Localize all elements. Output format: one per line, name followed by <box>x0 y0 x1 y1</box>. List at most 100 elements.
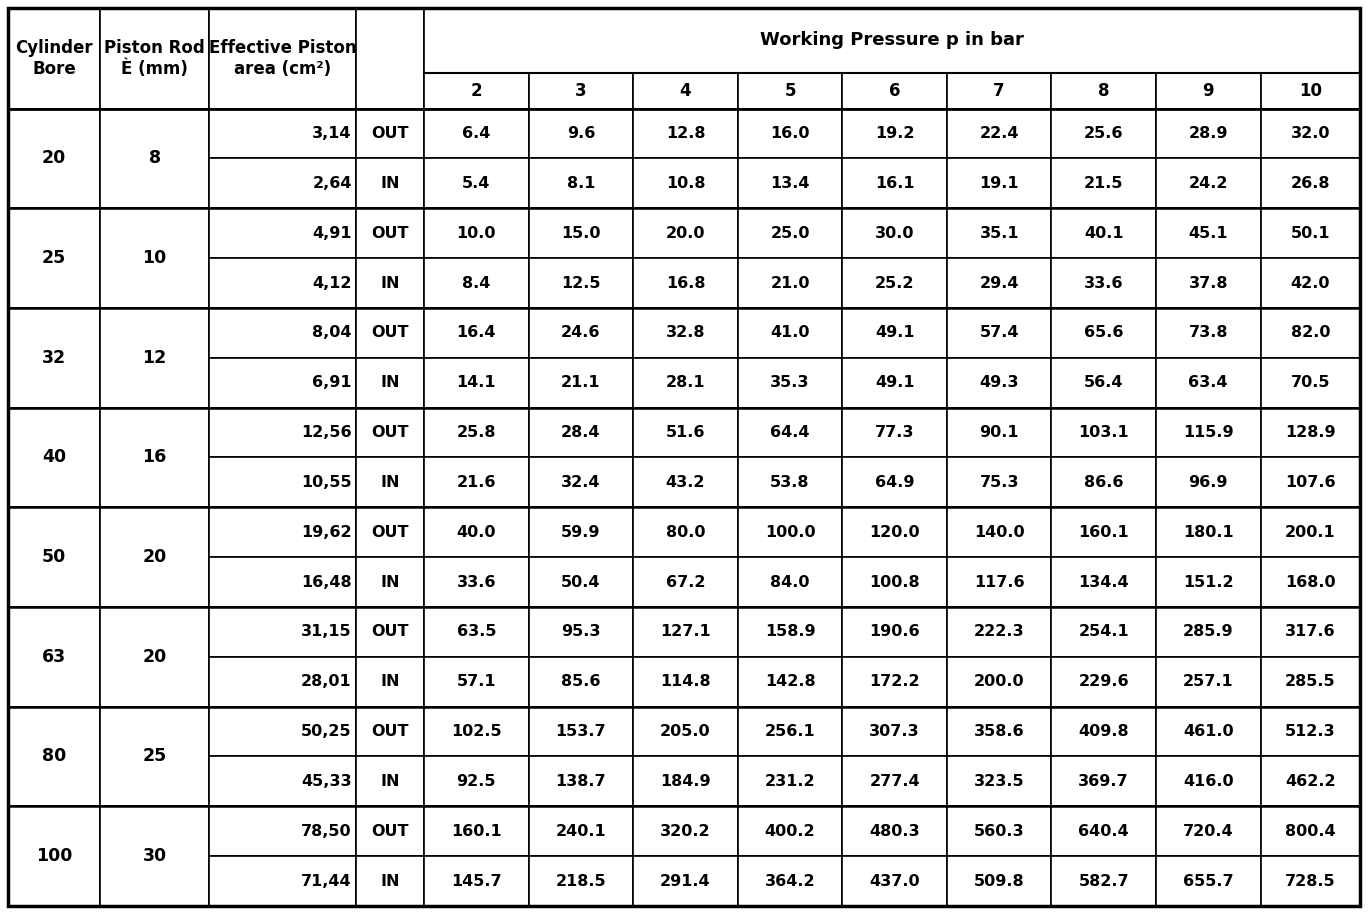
Text: IN: IN <box>380 575 399 590</box>
Text: 64.4: 64.4 <box>770 425 810 440</box>
Text: IN: IN <box>380 774 399 789</box>
Text: 158.9: 158.9 <box>765 624 815 640</box>
Text: 24.2: 24.2 <box>1189 175 1228 191</box>
Text: 582.7: 582.7 <box>1078 874 1129 888</box>
Text: 320.2: 320.2 <box>661 824 711 839</box>
Text: OUT: OUT <box>371 425 409 440</box>
Bar <box>1052 757 1156 806</box>
Bar <box>209 607 356 657</box>
Bar <box>947 408 1052 457</box>
Text: 190.6: 190.6 <box>869 624 919 640</box>
Text: 20: 20 <box>142 548 167 566</box>
Bar <box>1260 208 1360 258</box>
Bar <box>1156 507 1260 558</box>
Text: Working Pressure p in bar: Working Pressure p in bar <box>761 31 1025 49</box>
Bar <box>843 558 947 607</box>
Bar <box>633 607 737 657</box>
Text: 80: 80 <box>42 748 66 766</box>
Bar <box>1260 457 1360 507</box>
Text: 32.8: 32.8 <box>666 325 705 340</box>
Bar <box>1052 806 1156 856</box>
Text: 231.2: 231.2 <box>765 774 815 789</box>
Bar <box>843 806 947 856</box>
Text: 102.5: 102.5 <box>451 724 502 739</box>
Text: 4: 4 <box>680 81 691 100</box>
Text: 172.2: 172.2 <box>869 675 919 689</box>
Text: 50.4: 50.4 <box>561 575 601 590</box>
Bar <box>356 258 424 308</box>
Bar <box>737 558 843 607</box>
Bar <box>1052 607 1156 657</box>
Text: Piston Rod
È (mm): Piston Rod È (mm) <box>104 38 205 78</box>
Text: 9.6: 9.6 <box>566 126 595 141</box>
Text: 416.0: 416.0 <box>1183 774 1234 789</box>
Text: 31,15: 31,15 <box>301 624 352 640</box>
Bar <box>737 856 843 906</box>
Bar <box>737 806 843 856</box>
Bar <box>1052 72 1156 109</box>
Bar <box>1260 72 1360 109</box>
Bar <box>633 757 737 806</box>
Bar <box>737 657 843 707</box>
Text: OUT: OUT <box>371 325 409 340</box>
Bar <box>528 158 633 208</box>
Bar <box>424 408 528 457</box>
Text: 37.8: 37.8 <box>1189 275 1228 291</box>
Bar <box>1260 757 1360 806</box>
Bar <box>1156 72 1260 109</box>
Text: 75.3: 75.3 <box>979 475 1019 490</box>
Bar <box>1156 856 1260 906</box>
Bar <box>209 657 356 707</box>
Text: 10.8: 10.8 <box>666 175 705 191</box>
Bar <box>1156 457 1260 507</box>
Bar <box>737 507 843 558</box>
Bar <box>1156 707 1260 757</box>
Text: 57.4: 57.4 <box>979 325 1019 340</box>
Bar <box>1052 707 1156 757</box>
Bar <box>843 308 947 357</box>
Bar <box>1260 109 1360 158</box>
Bar <box>843 856 947 906</box>
Bar <box>528 806 633 856</box>
Text: 277.4: 277.4 <box>869 774 919 789</box>
Text: 25.0: 25.0 <box>770 226 810 240</box>
Bar <box>424 806 528 856</box>
Bar <box>633 357 737 408</box>
Bar <box>209 707 356 757</box>
Bar <box>209 558 356 607</box>
Text: 70.5: 70.5 <box>1290 375 1330 390</box>
Bar <box>843 507 947 558</box>
Text: 77.3: 77.3 <box>874 425 914 440</box>
Bar <box>424 757 528 806</box>
Bar <box>1052 109 1156 158</box>
Bar <box>633 806 737 856</box>
Bar <box>8 806 100 906</box>
Text: OUT: OUT <box>371 525 409 539</box>
Text: 65.6: 65.6 <box>1083 325 1123 340</box>
Bar <box>1260 258 1360 308</box>
Bar <box>424 657 528 707</box>
Text: 15.0: 15.0 <box>561 226 601 240</box>
Text: IN: IN <box>380 675 399 689</box>
Bar <box>947 258 1052 308</box>
Text: 115.9: 115.9 <box>1183 425 1234 440</box>
Text: IN: IN <box>380 874 399 888</box>
Bar <box>1156 208 1260 258</box>
Text: IN: IN <box>380 475 399 490</box>
Text: 142.8: 142.8 <box>765 675 815 689</box>
Bar <box>356 308 424 357</box>
Text: 16,48: 16,48 <box>301 575 352 590</box>
Bar <box>528 457 633 507</box>
Text: 323.5: 323.5 <box>974 774 1025 789</box>
Bar <box>424 558 528 607</box>
Bar <box>356 357 424 408</box>
Bar <box>633 109 737 158</box>
Bar <box>8 408 100 507</box>
Text: 16.4: 16.4 <box>457 325 497 340</box>
Bar <box>528 258 633 308</box>
Bar <box>1260 507 1360 558</box>
Bar <box>528 109 633 158</box>
Text: 33.6: 33.6 <box>1083 275 1123 291</box>
Text: 50.1: 50.1 <box>1290 226 1330 240</box>
Text: 222.3: 222.3 <box>974 624 1025 640</box>
